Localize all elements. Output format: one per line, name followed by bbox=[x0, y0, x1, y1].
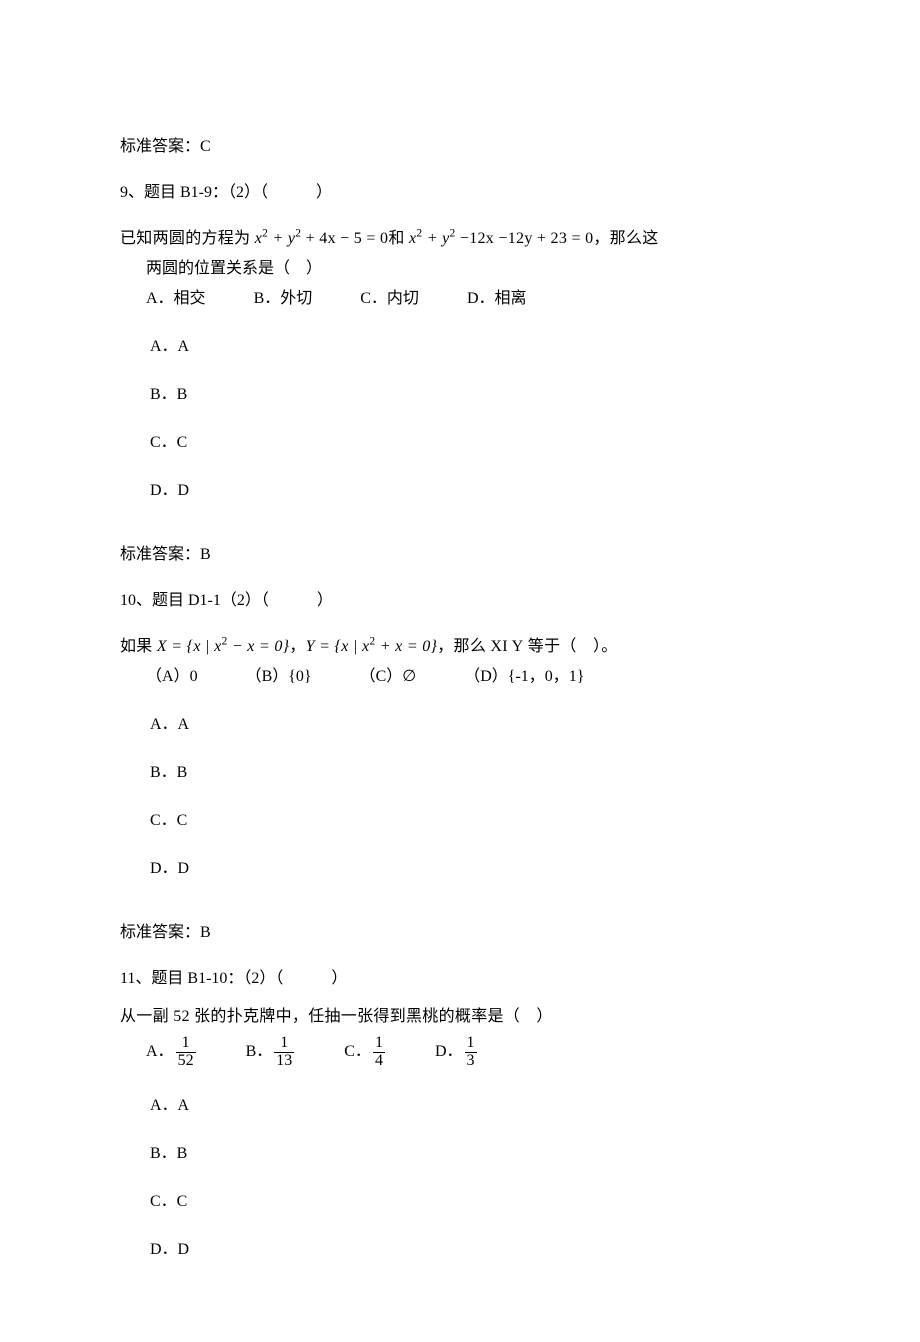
q10-xvar: X bbox=[490, 638, 502, 655]
q10-opt-d: D．D bbox=[150, 857, 800, 881]
q11-a-frac: 152 bbox=[176, 1035, 196, 1070]
q11-a-num: 1 bbox=[176, 1035, 196, 1052]
q11-opt-d: D．D bbox=[150, 1238, 800, 1262]
q9-opt-a: A．A bbox=[150, 335, 800, 359]
q11-b-den: 13 bbox=[274, 1052, 294, 1070]
q9-eq2: x2 + y2 −12x −12y + 23 = 0 bbox=[405, 230, 594, 247]
q10-c-val: ∅ bbox=[402, 668, 416, 685]
q10-choice-a: （A）0 bbox=[146, 665, 198, 689]
q11-stem: 从一副 52 张的扑克牌中，任抽一张得到黑桃的概率是（ ） bbox=[120, 1005, 800, 1029]
q11-header: 11、题目 B1-10：（2）（ ） bbox=[120, 967, 800, 991]
q10-y1: Y = {x | x bbox=[306, 638, 370, 655]
q9-choice-c: C．内切 bbox=[360, 287, 419, 311]
q9-opt-b: B．B bbox=[150, 383, 800, 407]
q11-choice-c: C．14 bbox=[344, 1035, 387, 1070]
q10-stem-c: 等于（ ）。 bbox=[523, 638, 617, 655]
q9-eq2-x: x bbox=[405, 230, 417, 247]
q9-stem-b: ，那么这 bbox=[593, 230, 658, 247]
standard-answer-label: 标准答案： bbox=[120, 924, 200, 941]
q10-yvar: Y bbox=[508, 638, 524, 655]
q9-eq2-rest: −12x −12y + 23 = 0 bbox=[456, 230, 594, 247]
q9-eq1-rest: + 4x − 5 = 0 bbox=[301, 230, 388, 247]
q11-answer-list: A．A B．B C．C D．D bbox=[120, 1094, 800, 1262]
q11-d-num: 1 bbox=[465, 1035, 477, 1052]
q10-answer: B bbox=[200, 924, 211, 941]
q11-opt-c: C．C bbox=[150, 1190, 800, 1214]
q11-choice-row: A．152 B．113 C．14 D．13 bbox=[120, 1035, 800, 1070]
q11-b-label: B． bbox=[246, 1043, 273, 1060]
q10-d-val: {-1，0，1} bbox=[508, 668, 585, 685]
q10-a-val: 0 bbox=[190, 668, 198, 685]
q9-eq1-x: x bbox=[255, 230, 262, 247]
q9-choice-b: B．外切 bbox=[254, 287, 313, 311]
q11-a-label: A． bbox=[146, 1043, 174, 1060]
q9-opt-d: D．D bbox=[150, 479, 800, 503]
q9-opt-c: C．C bbox=[150, 431, 800, 455]
q11-b-frac: 113 bbox=[274, 1035, 294, 1070]
q10-choice-row: （A）0 （B）{0} （C）∅ （D）{-1，0，1} bbox=[120, 665, 800, 689]
q10-choice-d: （D）{-1，0，1} bbox=[464, 665, 584, 689]
q10-stem-b: ，那么 bbox=[437, 638, 490, 655]
q9-eq2-y: + y bbox=[422, 230, 449, 247]
q10-b-val: {0} bbox=[288, 668, 311, 685]
q9-eq1: x2 + y2 + 4x − 5 = 0 bbox=[255, 230, 389, 247]
q8-answer: C bbox=[200, 138, 211, 155]
q10-opt-a: A．A bbox=[150, 713, 800, 737]
q10-choice-b: （B）{0} bbox=[246, 665, 312, 689]
q10-x2: − x = 0} bbox=[228, 638, 290, 655]
q11-choice-a: A．152 bbox=[146, 1035, 198, 1070]
q10-answer-list: A．A B．B C．C D．D bbox=[120, 713, 800, 881]
q11-d-label: D． bbox=[435, 1043, 463, 1060]
q9-answer: B bbox=[200, 546, 211, 563]
q11-a-den: 52 bbox=[176, 1052, 196, 1070]
q10-set-x: X = {x | x2 − x = 0} bbox=[157, 638, 289, 655]
q9-eq1-y: + y bbox=[268, 230, 295, 247]
q9-answer-list: A．A B．B C．C D．D bbox=[120, 335, 800, 503]
q11-d-frac: 13 bbox=[465, 1035, 477, 1070]
q11-c-num: 1 bbox=[373, 1035, 385, 1052]
q9-choice-d: D．相离 bbox=[467, 287, 527, 311]
q8-answer-line: 标准答案：C bbox=[120, 135, 800, 159]
q9-stem-line1: 已知两圆的方程为 x2 + y2 + 4x − 5 = 0和 x2 + y2 −… bbox=[120, 227, 800, 251]
q9-stem-mid: 和 bbox=[388, 230, 404, 247]
q10-c-label: （C） bbox=[360, 668, 403, 685]
q11-choice-d: D．13 bbox=[435, 1035, 479, 1070]
q11-c-frac: 14 bbox=[373, 1035, 385, 1070]
q10-header: 10、题目 D1-1（2）（ ） bbox=[120, 589, 800, 613]
q11-opt-b: B．B bbox=[150, 1142, 800, 1166]
q10-d-label: （D） bbox=[464, 668, 508, 685]
q10-sep1: ， bbox=[289, 638, 305, 655]
q10-set-y: Y = {x | x2 + x = 0} bbox=[306, 638, 438, 655]
q9-answer-line: 标准答案：B bbox=[120, 543, 800, 567]
q10-y2: + x = 0} bbox=[375, 638, 437, 655]
q10-stem-a: 如果 bbox=[120, 638, 157, 655]
q11-b-num: 1 bbox=[274, 1035, 294, 1052]
q11-opt-a: A．A bbox=[150, 1094, 800, 1118]
q10-stem: 如果 X = {x | x2 − x = 0}，Y = {x | x2 + x … bbox=[120, 635, 800, 659]
q10-a-label: （A） bbox=[146, 668, 190, 685]
q11-c-den: 4 bbox=[373, 1052, 385, 1070]
standard-answer-label: 标准答案： bbox=[120, 138, 200, 155]
q10-choice-c: （C）∅ bbox=[360, 665, 417, 689]
q11-choice-b: B．113 bbox=[246, 1035, 297, 1070]
q11-d-den: 3 bbox=[465, 1052, 477, 1070]
q9-stem-a: 已知两圆的方程为 bbox=[120, 230, 255, 247]
page: 标准答案：C 9、题目 B1-9：（2）（ ） 已知两圆的方程为 x2 + y2… bbox=[0, 0, 920, 1342]
q9-choice-row: A．相交 B．外切 C．内切 D．相离 bbox=[120, 287, 800, 311]
q9-choice-a: A．相交 bbox=[146, 287, 206, 311]
standard-answer-label: 标准答案： bbox=[120, 546, 200, 563]
q10-answer-line: 标准答案：B bbox=[120, 921, 800, 945]
q10-opt-b: B．B bbox=[150, 761, 800, 785]
q10-opt-c: C．C bbox=[150, 809, 800, 833]
q9-header: 9、题目 B1-9：（2）（ ） bbox=[120, 181, 800, 205]
q10-x1: X = {x | x bbox=[157, 638, 222, 655]
q9-stem-line2: 两圆的位置关系是（ ） bbox=[120, 257, 800, 281]
q11-c-label: C． bbox=[344, 1043, 371, 1060]
q10-b-label: （B） bbox=[246, 668, 289, 685]
